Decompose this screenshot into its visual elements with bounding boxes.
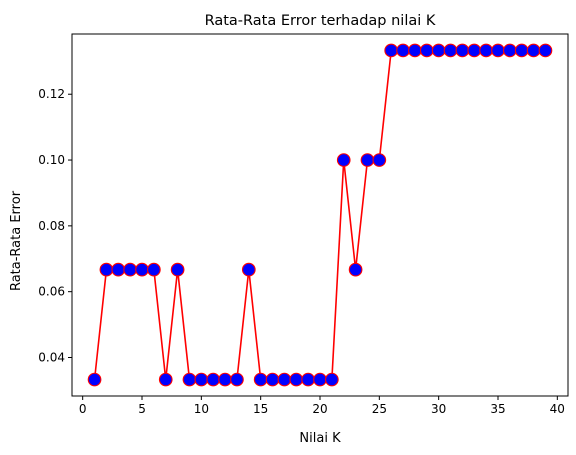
y-tick-label: 0.10 [38,153,65,167]
x-axis-title: Nilai K [299,431,341,446]
x-tick-label: 20 [312,402,327,416]
data-point [253,372,268,387]
data-point [147,262,161,277]
data-point [503,43,517,58]
data-point [514,43,529,58]
data-point [325,372,339,387]
data-point [230,372,244,387]
x-tick-label: 30 [431,402,446,416]
plot-area: 0 5 10 15 20 25 30 35 40 0.04 0.06 0.08 0.10 0.12 [38,33,569,416]
data-point [336,153,351,167]
data-point [408,43,422,58]
data-point [348,262,363,277]
x-tick-label: 35 [490,402,505,416]
data-point [431,43,446,58]
data-point [194,372,209,387]
chart-title: Rata-Rata Error terhadap nilai K [205,13,436,29]
data-point [372,153,387,167]
data-point [360,153,375,167]
data-point [135,262,149,277]
x-tick-label: 15 [253,402,268,416]
data-point [479,43,493,58]
data-point [158,372,173,387]
data-point [241,262,256,277]
data-point [182,372,197,387]
y-tick-label: 0.04 [38,350,65,364]
data-point [491,43,505,58]
data-point [396,43,410,58]
data-point [289,372,304,387]
x-tick-label: 40 [550,402,565,416]
x-tick-label: 5 [138,402,146,416]
x-tick-label: 0 [79,402,87,416]
data-point [538,43,553,58]
y-tick-label: 0.12 [38,87,65,101]
y-tick-label: 0.06 [38,285,65,299]
data-point [218,372,232,387]
y-tick-label: 0.08 [38,219,65,233]
x-tick-label: 25 [372,402,387,416]
data-point [313,372,327,387]
data-point [467,43,482,58]
data-point [277,372,292,387]
data-point [301,372,315,387]
plot-frame [71,33,569,397]
data-point [419,43,434,58]
data-point [99,262,114,277]
data-point [455,43,470,58]
y-axis-title: Rata-Rata Error [9,190,24,291]
data-point [123,262,137,277]
data-point [526,43,541,58]
data-point [111,262,126,277]
data-point [170,262,185,277]
data-point [206,372,221,387]
x-tick-label: 10 [194,402,209,416]
data-point [384,43,399,58]
data-point [265,372,280,387]
data-point [443,43,458,58]
series-line [93,49,546,381]
data-point [87,372,102,387]
